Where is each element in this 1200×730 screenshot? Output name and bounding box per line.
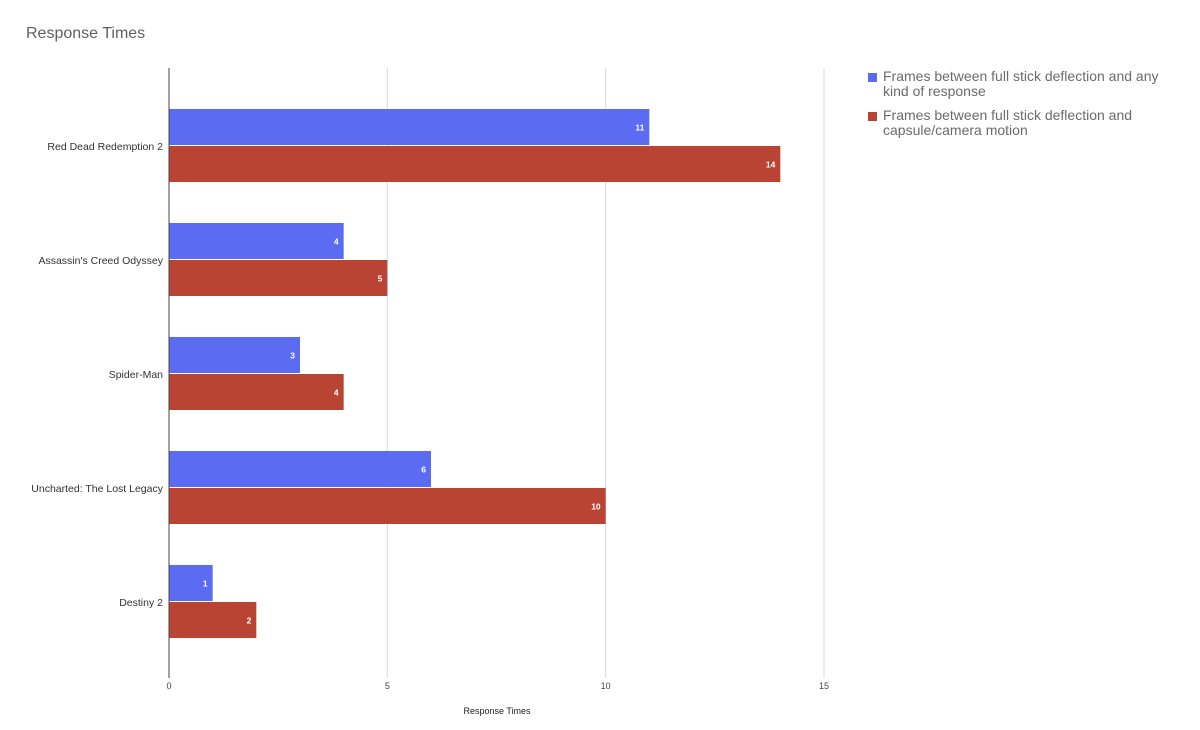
x-tick-label: 10	[601, 681, 611, 691]
bar	[169, 451, 431, 487]
data-label: 11	[635, 123, 644, 133]
legend: Frames between full stick deflection and…	[868, 69, 1168, 147]
y-category-label: Red Dead Redemption 2	[47, 141, 163, 153]
bar	[169, 565, 213, 601]
data-label: 4	[334, 237, 339, 247]
bar	[169, 146, 781, 182]
legend-item-series-2: Frames between full stick deflection and…	[868, 108, 1168, 138]
bar	[169, 260, 388, 296]
x-tick-label: 5	[385, 681, 390, 691]
x-tick-label: 0	[166, 681, 171, 691]
data-label: 6	[421, 465, 426, 475]
data-label: 4	[334, 388, 339, 398]
chart-title: Response Times	[26, 25, 146, 42]
legend-label: Frames between full stick deflection and…	[883, 107, 1133, 138]
bar	[169, 337, 300, 373]
data-label: 2	[247, 616, 252, 626]
data-label: 1	[203, 579, 208, 589]
legend-label: Frames between full stick deflection and…	[883, 68, 1159, 99]
bar	[169, 223, 344, 259]
legend-item-series-1: Frames between full stick deflection and…	[868, 69, 1168, 99]
bar	[169, 488, 606, 524]
x-axis-title: Response Times	[463, 706, 531, 716]
data-label: 10	[591, 502, 601, 512]
data-label: 3	[290, 351, 295, 361]
x-tick-label: 15	[819, 681, 829, 691]
bar	[169, 109, 650, 145]
data-label: 5	[378, 274, 383, 284]
y-category-label: Spider-Man	[109, 369, 163, 381]
legend-swatch-blue	[868, 73, 877, 82]
bar	[169, 602, 257, 638]
bar	[169, 374, 344, 410]
data-label: 14	[766, 160, 776, 170]
y-category-label: Assassin's Creed Odyssey	[38, 255, 163, 267]
y-category-label: Uncharted: The Lost Legacy	[31, 483, 163, 495]
legend-swatch-red	[868, 112, 877, 121]
y-category-label: Destiny 2	[119, 597, 163, 609]
